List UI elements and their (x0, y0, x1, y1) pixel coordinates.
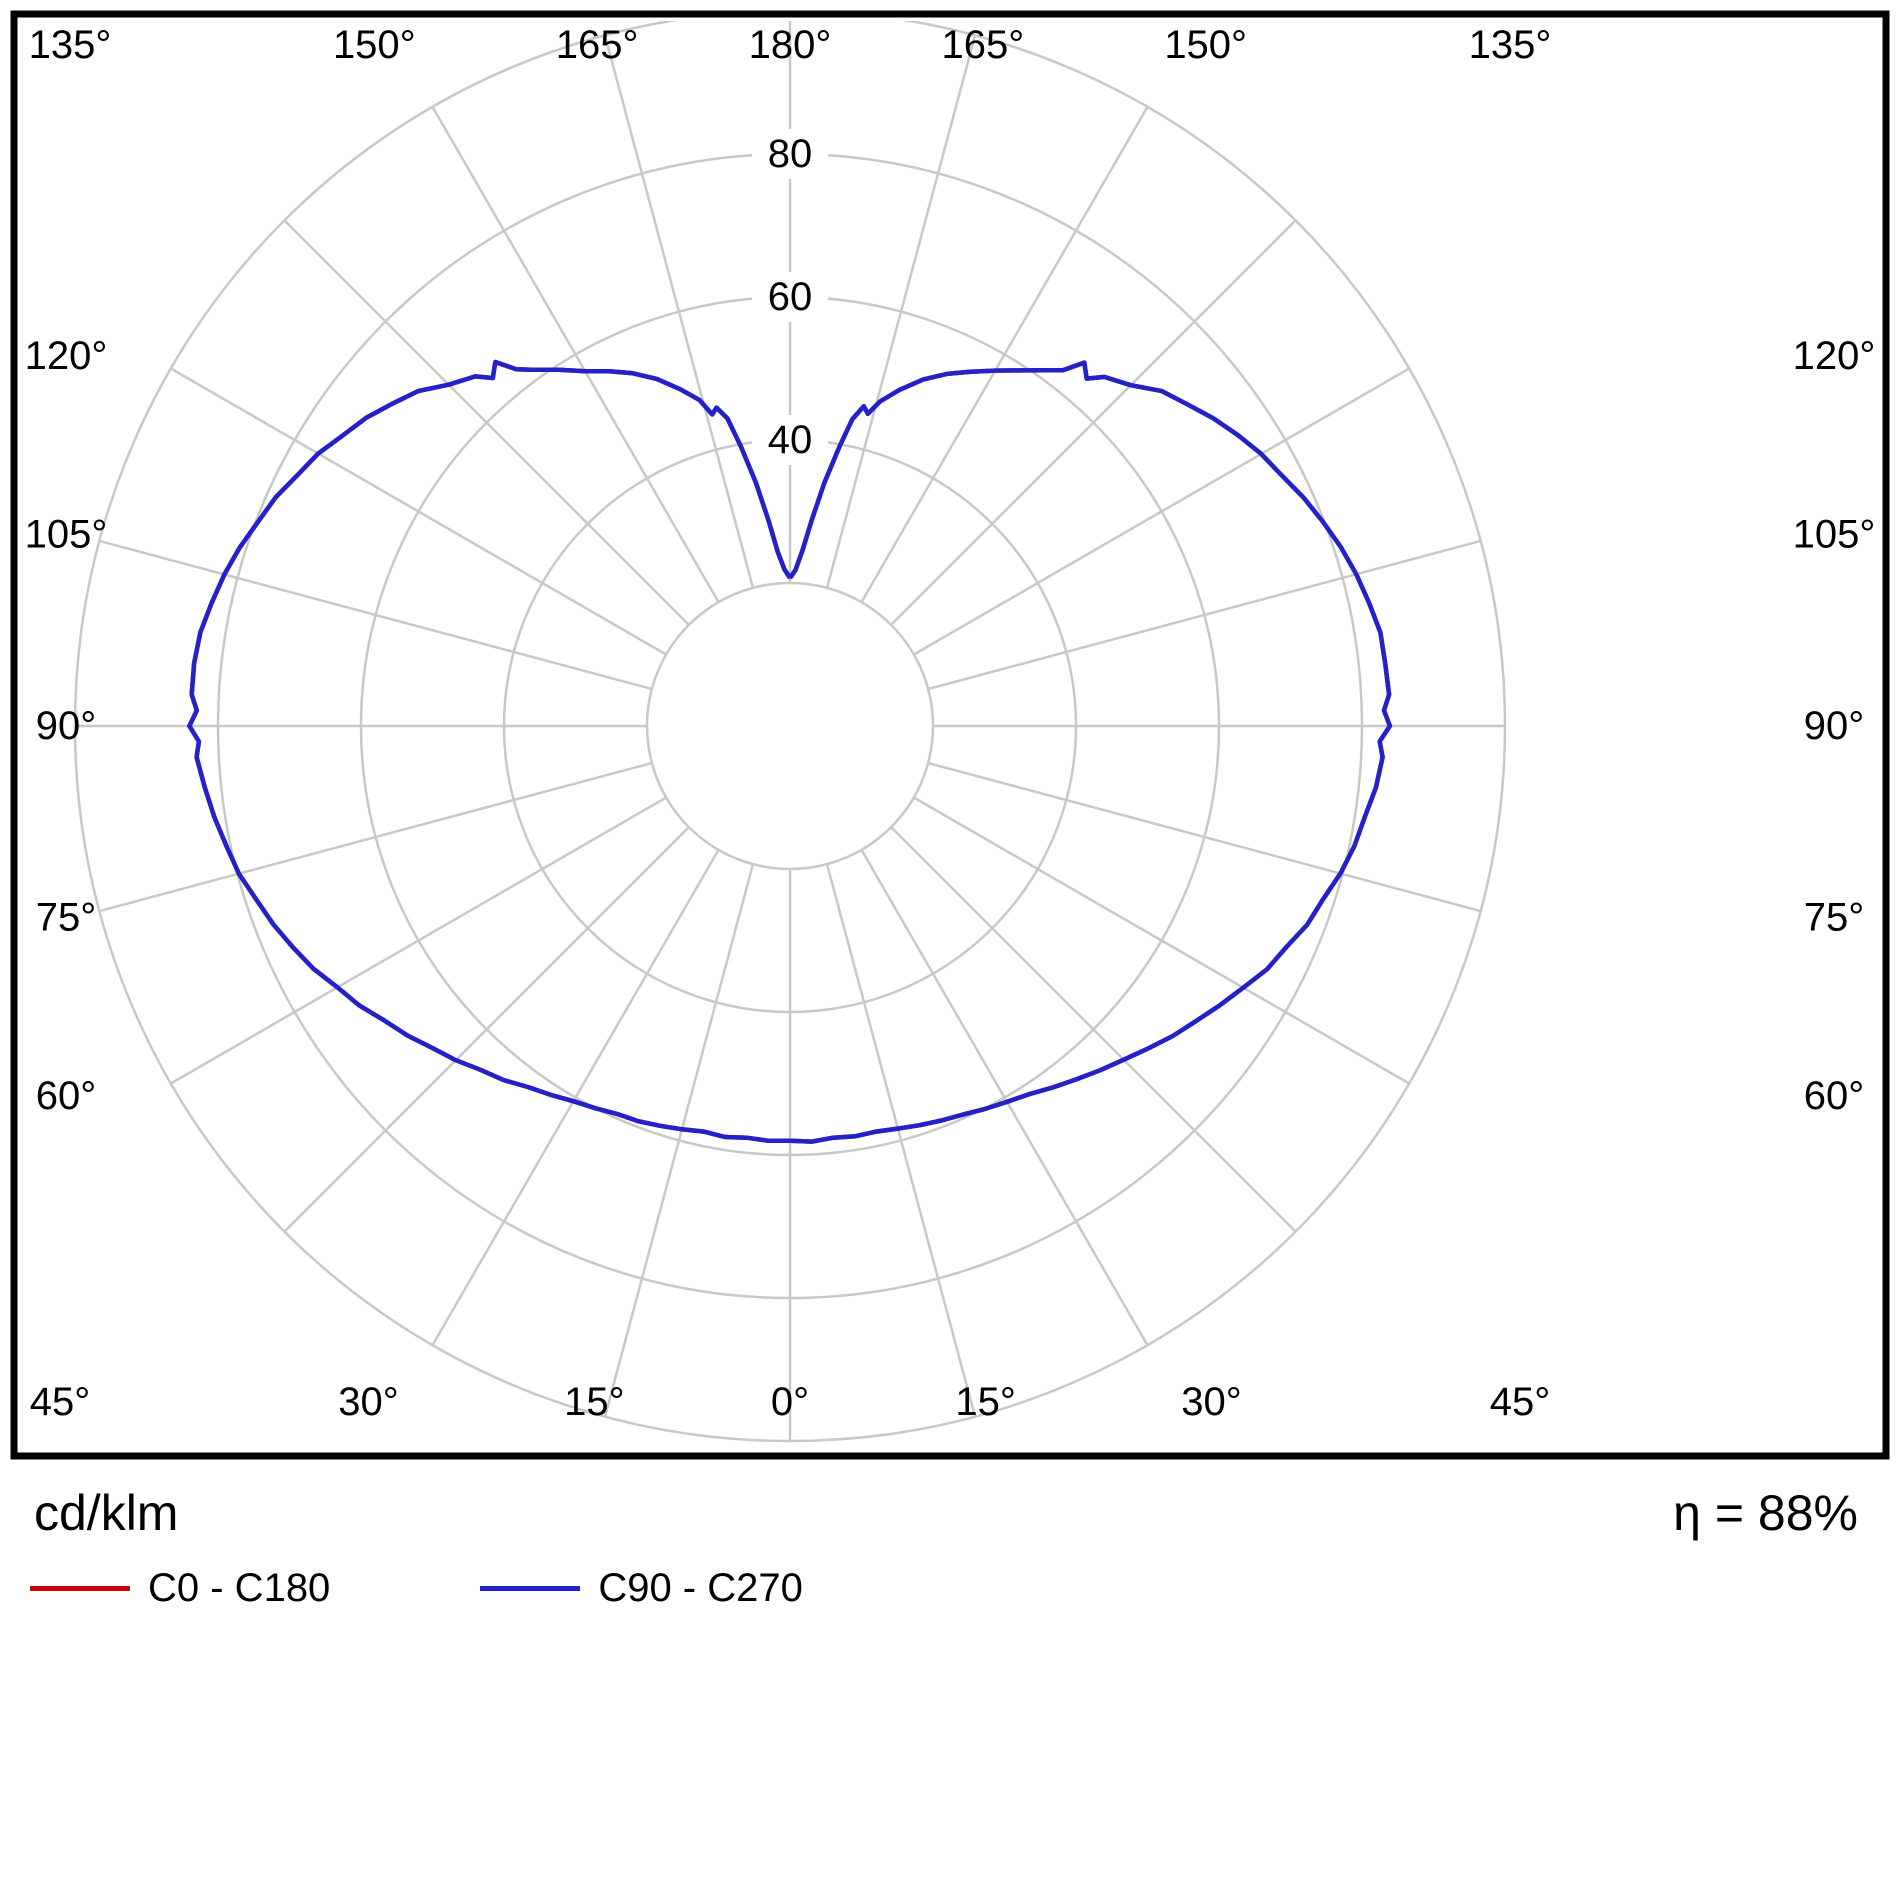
legend-label-c0-c180: C0 - C180 (148, 1566, 331, 1610)
unit-label: cd/klm (34, 1485, 179, 1541)
legend: C0 - C180 C90 - C270 (30, 1566, 803, 1611)
gamma-label-left-3: 75° (36, 896, 97, 940)
legend-line-blue-icon (480, 1586, 581, 1591)
gamma-label-bottom-0: 45° (30, 1380, 91, 1424)
gamma-label-bottom-4: 15° (955, 1380, 1016, 1424)
gamma-label-right-3: 75° (1804, 896, 1865, 940)
ring-label-80: 80 (768, 132, 813, 176)
gamma-label-top-5: 150° (1164, 23, 1247, 67)
gamma-label-bottom-5: 30° (1181, 1380, 1242, 1424)
gamma-label-top-3: 180° (749, 23, 832, 67)
gamma-label-left-0: 120° (25, 334, 108, 378)
intensity-curves (187, 359, 1393, 1144)
gamma-label-top-1: 150° (333, 23, 416, 67)
efficiency-value: η = 88% (1673, 1485, 1858, 1541)
polar-diagram: 40 60 80 135° 150° 165° 180° 165° 150° 135° 45° 30°… (10, 10, 1890, 1460)
gamma-label-bottom-2: 15° (564, 1380, 625, 1424)
gamma-label-top-4: 165° (942, 23, 1025, 67)
gamma-label-top-0: 135° (29, 23, 112, 67)
legend-line-red-icon (30, 1586, 130, 1591)
gamma-label-left-1: 105° (25, 512, 108, 556)
ring-label-40: 40 (768, 418, 813, 462)
gamma-label-bottom-1: 30° (338, 1380, 399, 1424)
gamma-label-bottom-6: 45° (1490, 1380, 1551, 1424)
legend-label-c90-c270: C90 - C270 (598, 1566, 803, 1610)
diagram-frame (10, 10, 1890, 1460)
axis-labels: 40 60 80 135° 150° 165° 180° 165° 150° 135° 45° 30°… (25, 23, 1876, 1424)
legend-item-c90-c270: C90 - C270 (480, 1566, 803, 1611)
gamma-label-right-0: 120° (1793, 334, 1876, 378)
gamma-label-top-2: 165° (556, 23, 639, 67)
legend-item-c0-c180: C0 - C180 (30, 1566, 330, 1611)
gamma-label-bottom-3: 0° (771, 1380, 809, 1424)
curve-C90-C270 (187, 359, 1393, 1144)
gamma-label-right-2: 90° (1804, 704, 1865, 748)
ring-label-60: 60 (768, 275, 813, 319)
gamma-label-left-2: 90° (36, 704, 97, 748)
gamma-label-top-6: 135° (1469, 23, 1552, 67)
gamma-label-left-4: 60° (36, 1074, 97, 1118)
gamma-label-right-1: 105° (1793, 512, 1876, 556)
polar-grid (73, 21, 1507, 1443)
gamma-label-right-4: 60° (1804, 1074, 1865, 1118)
